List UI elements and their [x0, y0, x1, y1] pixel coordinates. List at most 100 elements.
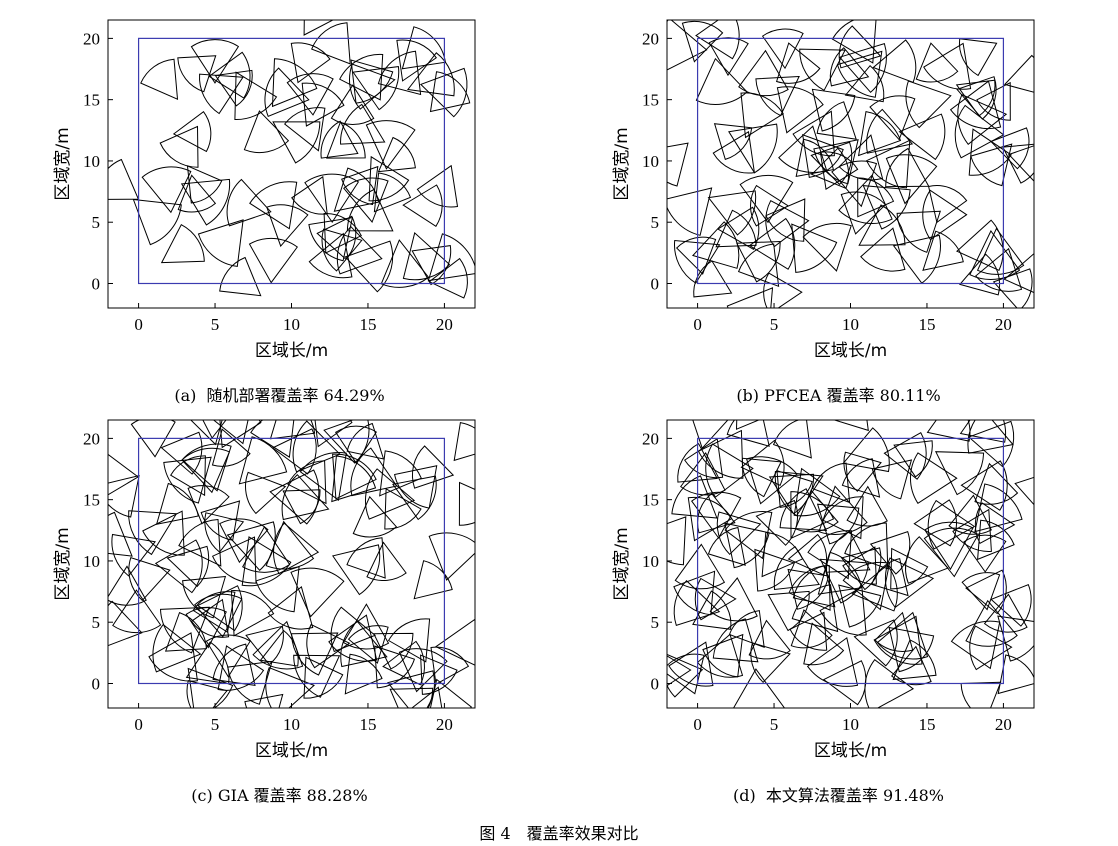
sensor-sector [430, 646, 470, 685]
sensor-sector [750, 184, 790, 227]
sensor-sector [108, 511, 133, 557]
sensor-sector [373, 632, 414, 670]
chart-caption-b: (b) PFCEA 覆盖率 80.11% [559, 382, 1118, 406]
sensor-sector [957, 94, 1008, 146]
sensor-sector [896, 210, 942, 253]
sensor-sector [301, 82, 345, 127]
sensor-sector [728, 610, 765, 649]
sensor-sector [368, 155, 410, 202]
y-tick-label: 10 [642, 552, 659, 571]
y-tick-label: 20 [83, 429, 100, 448]
sensor-sector [694, 577, 737, 621]
sensor-sector [693, 260, 733, 298]
x-tick-label: 5 [211, 715, 220, 734]
sensor-sector [776, 86, 824, 134]
y-tick-label: 5 [92, 213, 101, 232]
sensor-sector [898, 113, 946, 161]
sensor-sector [668, 641, 714, 687]
monitoring-region-b [696, 37, 1005, 285]
sensor-sector [965, 599, 1018, 647]
sensor-sector [864, 658, 915, 708]
sensor-sector [281, 473, 330, 521]
sensor-sector [755, 499, 799, 546]
sensor-sector [893, 440, 933, 478]
y-tick-label: 5 [92, 613, 101, 632]
sensor-sector [810, 147, 850, 190]
sensor-sector [779, 488, 828, 532]
sensor-sector [416, 164, 459, 208]
sensor-sector [872, 39, 917, 84]
sensor-sector [961, 572, 1001, 611]
sensor-sector [328, 614, 378, 662]
x-tick-label: 10 [283, 315, 300, 334]
sensor-sector [266, 204, 309, 248]
y-tick-label: 15 [642, 91, 659, 110]
sensor-sector [387, 670, 435, 708]
x-axis-label-a: 区域长/m [255, 341, 328, 361]
x-tick-label: 15 [918, 715, 935, 734]
sensor-sector [333, 167, 380, 212]
sensor-sector [959, 253, 1001, 296]
sensor-sector [735, 420, 761, 430]
chart-caption-text-c: GIA 覆盖率 88.28% [217, 786, 368, 805]
sensor-sector [181, 443, 232, 492]
sensor-sector [108, 453, 139, 496]
sensor-sector [915, 42, 959, 83]
sensor-sector [842, 561, 891, 611]
x-tick-label: 0 [693, 315, 702, 334]
chart-caption-label-a: (a) [174, 386, 197, 405]
sensor-sector [976, 227, 1025, 275]
sensor-sector [172, 110, 212, 153]
sensor-sector [997, 615, 1034, 662]
sensor-sector [308, 232, 353, 279]
sensor-sector [773, 546, 820, 591]
y-axis-label-b: 区域宽/m [612, 127, 632, 200]
y-tick-label: 15 [642, 491, 659, 510]
sensor-sector [963, 534, 1007, 573]
sensor-sector [402, 184, 443, 227]
chart-caption-c: (c) GIA 覆盖率 88.28% [0, 782, 559, 806]
sensor-sector [724, 522, 770, 569]
sensor-sector [458, 481, 475, 526]
sensor-sector [108, 565, 147, 606]
sensor-sector [726, 420, 770, 447]
sensor-sector [230, 590, 275, 637]
sensor-sector [675, 236, 717, 275]
sensor-sector [420, 654, 458, 695]
sensor-sector [950, 620, 1001, 670]
x-tick-label: 0 [134, 315, 143, 334]
monitoring-region-c [137, 437, 446, 685]
sensor-sector [696, 633, 744, 678]
sensor-sector [269, 420, 316, 440]
chart-panel-b: 0 5 10 15 20 0 5 10 15 20 区域长/m 区域宽/m (b) PFCEA 覆盖率… [559, 0, 1118, 405]
sensor-sector [667, 516, 687, 566]
sensor-sector [955, 79, 996, 117]
sensor-sector [152, 623, 202, 673]
sensor-sector [707, 190, 757, 236]
sensor-sector [956, 76, 997, 120]
sensor-sector [726, 287, 774, 308]
sensor-sector [306, 623, 351, 669]
sensor-sector [166, 545, 210, 588]
sensor-sector [292, 420, 341, 473]
sensor-sector [290, 567, 345, 618]
y-tick-label: 15 [83, 491, 100, 510]
sensor-sector [692, 590, 732, 630]
sensor-sector [286, 73, 334, 116]
sensor-sector [795, 138, 834, 178]
sensor-sector [924, 521, 974, 571]
sensor-sector [264, 67, 310, 118]
sensor-sector [170, 455, 206, 497]
sensor-sector [377, 50, 422, 96]
sensor-sector [836, 50, 883, 98]
sensor-sector [344, 240, 394, 293]
sensor-sector [154, 539, 203, 594]
sensor-sector [267, 586, 314, 630]
sensor-sector [990, 127, 1030, 170]
sensor-sector [111, 533, 157, 577]
sensor-sector [346, 188, 394, 232]
sectors-c [108, 420, 475, 708]
sensor-sector [799, 48, 846, 91]
monitoring-region-a [137, 37, 446, 285]
sensor-sector [691, 491, 742, 539]
